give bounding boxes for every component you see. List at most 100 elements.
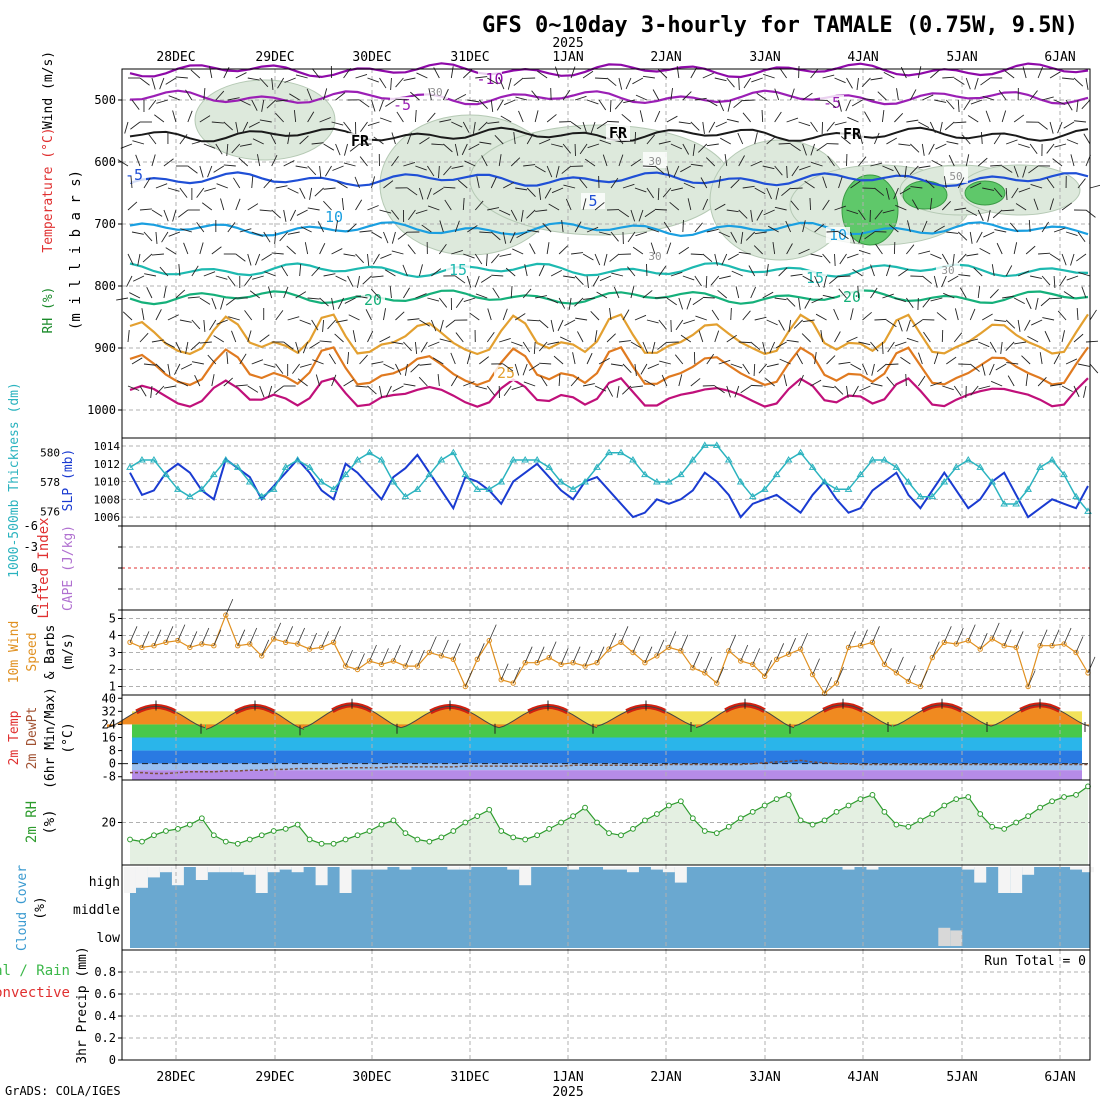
wind10m-point [917, 683, 924, 690]
upper-wind-barb [670, 143, 683, 150]
upper-wind-barb [918, 250, 931, 255]
upper-wind-barb [870, 341, 879, 352]
upper-wind-barb [319, 297, 329, 307]
rh2m-point [402, 830, 409, 837]
upper-wind-barb [252, 138, 264, 145]
upper-wind-barb [1038, 252, 1051, 255]
upper-wind-barb [1030, 275, 1042, 279]
date-label-bottom-4: 1JAN [552, 1070, 583, 1085]
upper-wind-barb [833, 308, 839, 321]
precip-label-conv: Convective [0, 985, 70, 1001]
upper-wind-barb [726, 209, 739, 213]
upper-wind-barb [1050, 297, 1063, 300]
upper-wind-barb [176, 380, 189, 387]
upper-wind-barb [522, 341, 531, 353]
upper-wind-barb [407, 209, 416, 220]
contour-label-bg-6 [122, 167, 146, 183]
upper-wind-barb [209, 319, 217, 331]
wind10m-barb [848, 631, 856, 648]
upper-wind-barb [646, 134, 655, 145]
upper-wind-barb [846, 77, 853, 89]
upper-wind-barb [335, 275, 347, 282]
thickness-point [1000, 500, 1009, 507]
wind10m-point [1001, 643, 1007, 649]
upper-wind-barb [151, 209, 163, 217]
wind10m-point [989, 636, 995, 642]
upper-wind-barb [1076, 307, 1079, 321]
wind10m-point [414, 663, 421, 669]
upper-wind-barb [419, 137, 430, 145]
upper-wind-barb [1073, 333, 1084, 343]
upper-wind-barb [742, 112, 752, 123]
rh2m-point [318, 840, 325, 847]
thickness-point [329, 485, 338, 492]
upper-wind-barb [553, 355, 564, 365]
upper-wind-barb [235, 121, 239, 134]
date-label-bottom-8: 5JAN [946, 1070, 977, 1085]
upper-wind-barb [527, 229, 540, 233]
upper-wind-barb [289, 209, 297, 221]
upper-wind-barb [167, 187, 180, 192]
upper-wind-barb [379, 209, 392, 214]
upper-wind-barb [596, 291, 608, 299]
upper-wind-barb [127, 253, 134, 265]
cape-ytick-3-ticklabel: 3 [31, 582, 38, 596]
upper-wind-barb [990, 164, 1003, 167]
thickness-point [545, 463, 554, 470]
upper-wind-barb [523, 164, 536, 167]
upper-wind-barb [164, 385, 176, 389]
temp-hump-2 [303, 704, 401, 728]
upper-wind-barb [670, 88, 673, 101]
upper-wind-barb [284, 77, 296, 83]
upper-wind-barb [159, 266, 169, 277]
upper-wind-barb [367, 77, 379, 83]
upper-wind-barb [590, 311, 600, 321]
upper-wind-barb [538, 341, 548, 352]
upper-wind-barb [319, 243, 326, 255]
upper-wind-barb [970, 99, 983, 105]
upper-wind-barb [758, 363, 768, 374]
upper-wind-barb [371, 176, 376, 189]
upper-wind-barb [646, 319, 659, 324]
upper-wind-barb [998, 90, 1007, 101]
upper-wind-barb [609, 253, 620, 262]
thickness-point [305, 463, 314, 470]
upper-wind-barb [187, 110, 193, 123]
upper-wind-barb [939, 121, 943, 134]
upper-wind-barb [910, 186, 923, 189]
thickness-point [748, 492, 757, 500]
upper-wind-barb [911, 199, 919, 211]
rh-shade-high-2 [964, 180, 1006, 206]
upper-wind-barb [599, 275, 612, 282]
contour-label-bg-14 [494, 365, 518, 381]
upper-wind-barb [1005, 187, 1008, 201]
upper-wind-barb [763, 209, 775, 216]
upper-wind-barb [439, 119, 452, 123]
upper-wind-barb [1041, 221, 1050, 233]
upper-wind-barb [687, 198, 692, 211]
upper-wind-barb [511, 341, 523, 347]
thickness-point [389, 478, 398, 485]
upper-wind-barb [1015, 203, 1027, 211]
upper-wind-barb [211, 121, 224, 124]
upper-wind-barb [524, 264, 528, 277]
upper-wind-barb [954, 308, 959, 321]
cloud-high-bar [998, 867, 1011, 893]
wind10m-barb [991, 622, 1000, 640]
upper-wind-barb [885, 187, 890, 200]
upper-wind-barb [502, 308, 508, 321]
upper-wind-barb [180, 228, 192, 233]
temp-ytick-1-ticklabel: 32 [102, 704, 116, 718]
upper-wind-barb [450, 352, 456, 365]
upper-wind-barb [810, 121, 818, 133]
upper-wind-barb [355, 385, 368, 388]
upper-wind-barb [1073, 77, 1084, 87]
upper-wind-barb [702, 72, 714, 79]
upper-wind-barb [538, 264, 545, 277]
thickness-point [521, 456, 530, 463]
wind10m-barb [225, 598, 234, 616]
upper-wind-barb [271, 252, 284, 255]
upper-wind-barb [909, 89, 917, 101]
upper-wind-barb [137, 253, 141, 266]
precip-ytick-2-ticklabel: 0.4 [94, 1009, 116, 1023]
